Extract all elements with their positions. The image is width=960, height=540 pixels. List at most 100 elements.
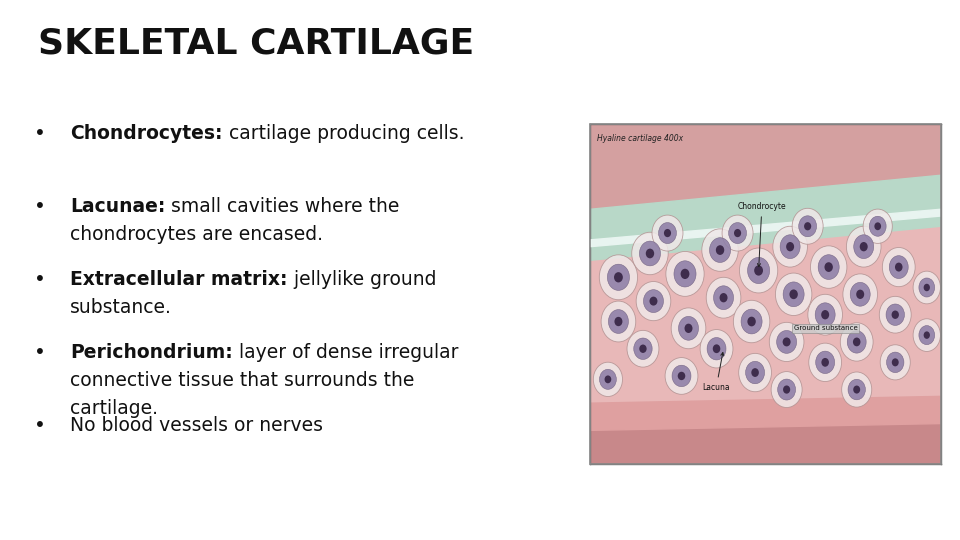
Text: •: •: [34, 124, 45, 143]
Ellipse shape: [608, 264, 630, 291]
Ellipse shape: [684, 323, 692, 333]
Text: •: •: [34, 197, 45, 216]
Ellipse shape: [847, 226, 881, 267]
Text: Chondrocytes:: Chondrocytes:: [70, 124, 223, 143]
Text: No blood vessels or nerves: No blood vessels or nerves: [70, 416, 324, 435]
Polygon shape: [590, 175, 941, 260]
Ellipse shape: [856, 289, 864, 299]
Ellipse shape: [808, 343, 842, 382]
Text: chondrocytes are encased.: chondrocytes are encased.: [70, 225, 324, 244]
Ellipse shape: [700, 329, 732, 368]
Ellipse shape: [913, 271, 941, 304]
Text: Chondrocyte: Chondrocyte: [737, 202, 786, 267]
Ellipse shape: [769, 322, 804, 361]
Ellipse shape: [627, 330, 659, 367]
Ellipse shape: [821, 310, 829, 319]
Ellipse shape: [593, 362, 622, 396]
Ellipse shape: [924, 332, 930, 339]
Ellipse shape: [799, 216, 817, 237]
Ellipse shape: [808, 294, 843, 335]
Ellipse shape: [815, 303, 835, 327]
Ellipse shape: [848, 330, 866, 353]
Ellipse shape: [748, 258, 770, 284]
Ellipse shape: [614, 317, 622, 326]
Ellipse shape: [879, 296, 911, 333]
Ellipse shape: [713, 286, 733, 309]
Ellipse shape: [729, 222, 747, 244]
Ellipse shape: [709, 238, 731, 262]
Ellipse shape: [733, 300, 770, 343]
Text: cartilage.: cartilage.: [70, 399, 158, 418]
Ellipse shape: [848, 379, 865, 400]
Ellipse shape: [639, 345, 647, 353]
Ellipse shape: [636, 281, 671, 321]
Ellipse shape: [777, 330, 797, 353]
Ellipse shape: [919, 278, 935, 297]
Ellipse shape: [783, 282, 804, 307]
Ellipse shape: [892, 359, 899, 366]
Ellipse shape: [712, 345, 720, 353]
Ellipse shape: [722, 215, 753, 251]
Ellipse shape: [674, 261, 696, 287]
Ellipse shape: [664, 229, 671, 237]
Ellipse shape: [889, 255, 908, 279]
Ellipse shape: [789, 289, 798, 299]
Ellipse shape: [852, 338, 860, 346]
Ellipse shape: [748, 316, 756, 326]
Text: connective tissue that surrounds the: connective tissue that surrounds the: [70, 371, 415, 390]
Ellipse shape: [752, 368, 758, 377]
Text: •: •: [34, 416, 45, 435]
Ellipse shape: [666, 252, 704, 296]
Ellipse shape: [782, 338, 791, 347]
Text: small cavities where the: small cavities where the: [165, 197, 399, 216]
Ellipse shape: [843, 274, 877, 315]
Ellipse shape: [599, 255, 637, 300]
Ellipse shape: [601, 301, 636, 342]
Ellipse shape: [716, 245, 724, 255]
Ellipse shape: [646, 248, 654, 258]
Ellipse shape: [652, 215, 683, 251]
Ellipse shape: [825, 262, 833, 272]
Ellipse shape: [870, 216, 886, 237]
Ellipse shape: [895, 262, 902, 272]
Text: Extracellular matrix:: Extracellular matrix:: [70, 270, 288, 289]
Text: •: •: [34, 343, 45, 362]
Ellipse shape: [659, 222, 677, 244]
Text: substance.: substance.: [70, 298, 172, 317]
Ellipse shape: [739, 248, 778, 293]
Ellipse shape: [816, 351, 834, 374]
Ellipse shape: [786, 242, 794, 251]
Ellipse shape: [851, 282, 870, 306]
Ellipse shape: [665, 357, 698, 394]
Ellipse shape: [746, 361, 764, 384]
Ellipse shape: [755, 265, 763, 275]
Ellipse shape: [634, 338, 652, 360]
Ellipse shape: [681, 269, 689, 279]
Text: Lacuna: Lacuna: [703, 353, 731, 392]
Ellipse shape: [599, 369, 616, 389]
Ellipse shape: [679, 316, 699, 340]
Ellipse shape: [818, 255, 839, 280]
Ellipse shape: [886, 304, 904, 326]
Text: jellylike ground: jellylike ground: [288, 270, 436, 289]
Ellipse shape: [702, 229, 738, 271]
Ellipse shape: [639, 241, 660, 266]
Ellipse shape: [880, 345, 910, 380]
Ellipse shape: [643, 289, 663, 313]
Text: Perichondrium:: Perichondrium:: [70, 343, 233, 362]
Ellipse shape: [913, 319, 941, 352]
Ellipse shape: [741, 309, 762, 334]
Polygon shape: [590, 209, 941, 247]
Ellipse shape: [738, 353, 772, 392]
Ellipse shape: [678, 372, 685, 380]
Ellipse shape: [773, 226, 807, 267]
Ellipse shape: [882, 247, 915, 287]
Polygon shape: [590, 124, 941, 219]
Polygon shape: [590, 423, 941, 464]
Ellipse shape: [783, 386, 790, 394]
Ellipse shape: [842, 372, 872, 407]
Ellipse shape: [672, 365, 691, 387]
Ellipse shape: [632, 232, 668, 275]
Polygon shape: [590, 396, 941, 430]
Ellipse shape: [863, 209, 892, 244]
